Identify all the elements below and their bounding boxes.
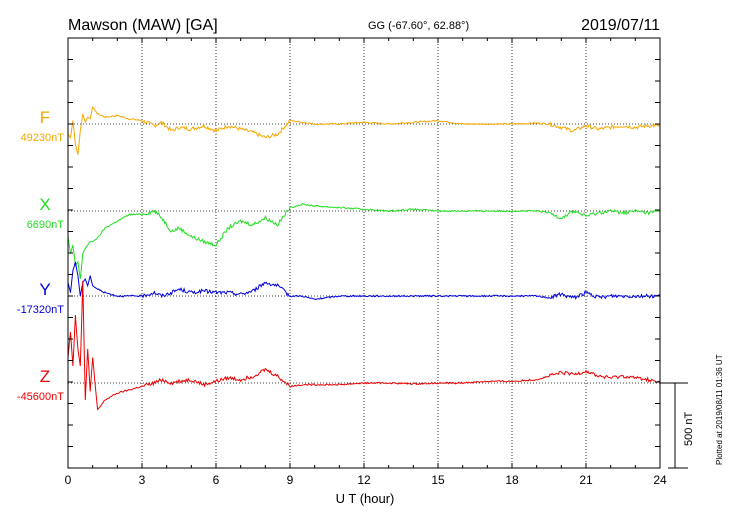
series-name-z: Z <box>40 367 50 386</box>
grid <box>68 38 660 468</box>
x-axis: 0 3 6 9 12 15 18 21 24 <box>65 38 667 487</box>
series-name-y: Y <box>39 280 50 299</box>
station-title: Mawson (MAW) [GA] <box>68 17 218 34</box>
series-line-f <box>67 105 661 155</box>
scale-bar: 500 nT <box>660 382 695 469</box>
x-axis-label: U T (hour) <box>336 491 395 506</box>
x-tick-label: 24 <box>653 473 667 487</box>
series-line-y <box>67 261 661 300</box>
series-name-x: X <box>39 195 50 214</box>
series-lines <box>67 105 661 411</box>
scale-label: 500 nT <box>683 411 695 446</box>
baseline-label-x: 6690nT <box>27 219 65 231</box>
plotted-note: Plotted at 2019/08/11 01:36 UT <box>715 354 724 465</box>
series-labels: F 49230nT X 6690nT Y -17320nT Z -45600nT <box>17 108 64 403</box>
x-tick-label: 15 <box>431 473 445 487</box>
x-tick-label: 12 <box>357 473 371 487</box>
date-label: 2019/07/11 <box>581 17 660 34</box>
plot-frame <box>67 37 661 469</box>
x-tick-label: 0 <box>65 473 72 487</box>
series-line-x <box>67 202 661 280</box>
x-tick-label: 18 <box>505 473 519 487</box>
baseline-label-f: 49230nT <box>21 132 65 144</box>
x-tick-label: 21 <box>579 473 593 487</box>
x-tick-label: 6 <box>213 473 220 487</box>
baseline-label-z: -45600nT <box>17 391 64 403</box>
series-line-z <box>67 280 661 411</box>
baseline-label-y: -17320nT <box>17 304 64 316</box>
x-tick-label: 9 <box>287 473 294 487</box>
coords-label: GG (-67.60°, 62.88°) <box>368 20 469 32</box>
series-name-f: F <box>40 108 50 127</box>
x-tick-label: 3 <box>139 473 146 487</box>
